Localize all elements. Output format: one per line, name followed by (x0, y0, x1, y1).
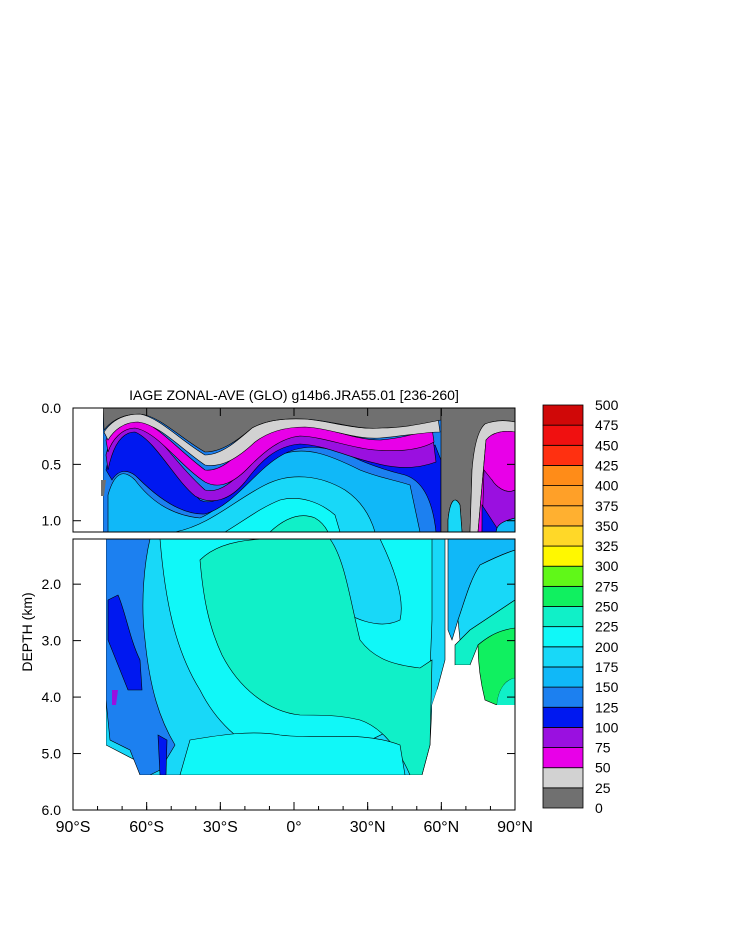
colorbar-label: 200 (595, 639, 619, 655)
x-tick-label: 60°S (129, 819, 164, 836)
x-tick-label: 30°N (350, 819, 386, 836)
colorbar-label: 475 (595, 417, 619, 433)
colorbar-label: 500 (595, 397, 619, 413)
x-tick-label: 90°S (56, 819, 91, 836)
colorbar-label: 100 (595, 719, 619, 735)
colorbar-label: 400 (595, 478, 619, 494)
colorbar-swatch (542, 545, 584, 567)
colorbar-swatch (542, 646, 584, 668)
colorbar-label: 75 (595, 740, 611, 756)
colorbar-label: 125 (595, 699, 619, 715)
y-tick-label: 2.0 (42, 576, 62, 592)
upper-band-25 (102, 408, 442, 453)
y-tick-label: 6.0 (42, 802, 62, 818)
y-tick-label: 5.0 (42, 746, 62, 762)
colorbar-swatch (542, 626, 584, 648)
colorbar-swatch (542, 787, 584, 809)
colorbar-label: 450 (595, 437, 619, 453)
colorbar-label: 300 (595, 558, 619, 574)
colorbar-label: 325 (595, 538, 619, 554)
colorbar-label: 175 (595, 659, 619, 675)
upper-band-100 (105, 420, 437, 502)
lower-seafloor (73, 775, 515, 810)
colorbar-label: 25 (595, 780, 611, 796)
colorbar-swatch (542, 686, 584, 708)
colorbar-label: 0 (595, 800, 603, 816)
colorbar-swatch (542, 565, 584, 587)
colorbar-swatch (542, 424, 584, 446)
upper-band-250 (269, 515, 329, 532)
colorbar-label: 350 (595, 518, 619, 534)
upper-panel (73, 408, 515, 532)
y-tick-label: 1.0 (42, 513, 62, 529)
upper-antarctic-shelf (101, 480, 106, 496)
upper-band-125 (105, 424, 442, 532)
y-tick-label: 4.0 (42, 689, 62, 705)
colorbar-swatch (542, 485, 584, 507)
upper-band-50 (103, 413, 441, 466)
x-tick-label: 60°N (423, 819, 459, 836)
colorbar-swatch (542, 727, 584, 748)
y-tick-label: 0.0 (42, 400, 62, 416)
colorbar-swatch (542, 525, 584, 547)
lower-band-100-south (112, 690, 118, 705)
lower-band-125-south (107, 594, 143, 691)
y-tick-label: 0.5 (42, 456, 62, 472)
lower-antarctic-land (73, 539, 106, 810)
colorbar-swatch (542, 606, 584, 628)
axes: 90°S 60°S 30°S 0° 30°N 60°N 90°N 0.0 0.5 1.0 2.0 3.… (42, 400, 533, 836)
upper-arctic-blue (481, 503, 498, 532)
colorbar-swatch (542, 747, 584, 769)
colorbar-label: 50 (595, 760, 611, 776)
colorbar-swatch (542, 404, 584, 426)
upper-arctic-cyan (495, 517, 515, 532)
colorbar-label: 225 (595, 619, 619, 635)
colorbar-swatch (542, 706, 584, 728)
x-tick-label: 90°N (497, 819, 533, 836)
colorbar-swatch (542, 767, 584, 789)
colorbar-label: 425 (595, 457, 619, 473)
x-tick-label: 0° (286, 819, 301, 836)
colorbar-label: 150 (595, 679, 619, 695)
lower-band-150-south (105, 539, 176, 776)
y-axis-label: DEPTH (km) (19, 592, 35, 671)
upper-strait-cyan (447, 499, 463, 532)
colorbar-label: 275 (595, 578, 619, 594)
chart-title: IAGE ZONAL-AVE (GLO) g14b6.JRA55.01 [236… (129, 387, 459, 403)
colorbar: 0 25 50 75 100 125 150 175 200 225 250 275 300 325 350… (542, 397, 619, 816)
x-tick-label: 30°S (203, 819, 238, 836)
colorbar-swatch (542, 465, 584, 487)
lower-band-200-bottom (179, 732, 406, 776)
colorbar-label: 375 (595, 498, 619, 514)
colorbar-swatch (542, 666, 584, 688)
colorbar-label: 250 (595, 599, 619, 615)
lower-arctic-seafloor (432, 665, 515, 775)
lower-arctic-mint-b (485, 678, 515, 705)
colorbar-swatch (542, 585, 584, 607)
colorbar-swatch (542, 444, 584, 466)
lower-panel (73, 539, 515, 810)
y-tick-label: 3.0 (42, 633, 62, 649)
upper-band-75 (105, 419, 435, 486)
upper-antarctic-land (73, 408, 103, 532)
colorbar-swatch (542, 505, 584, 527)
